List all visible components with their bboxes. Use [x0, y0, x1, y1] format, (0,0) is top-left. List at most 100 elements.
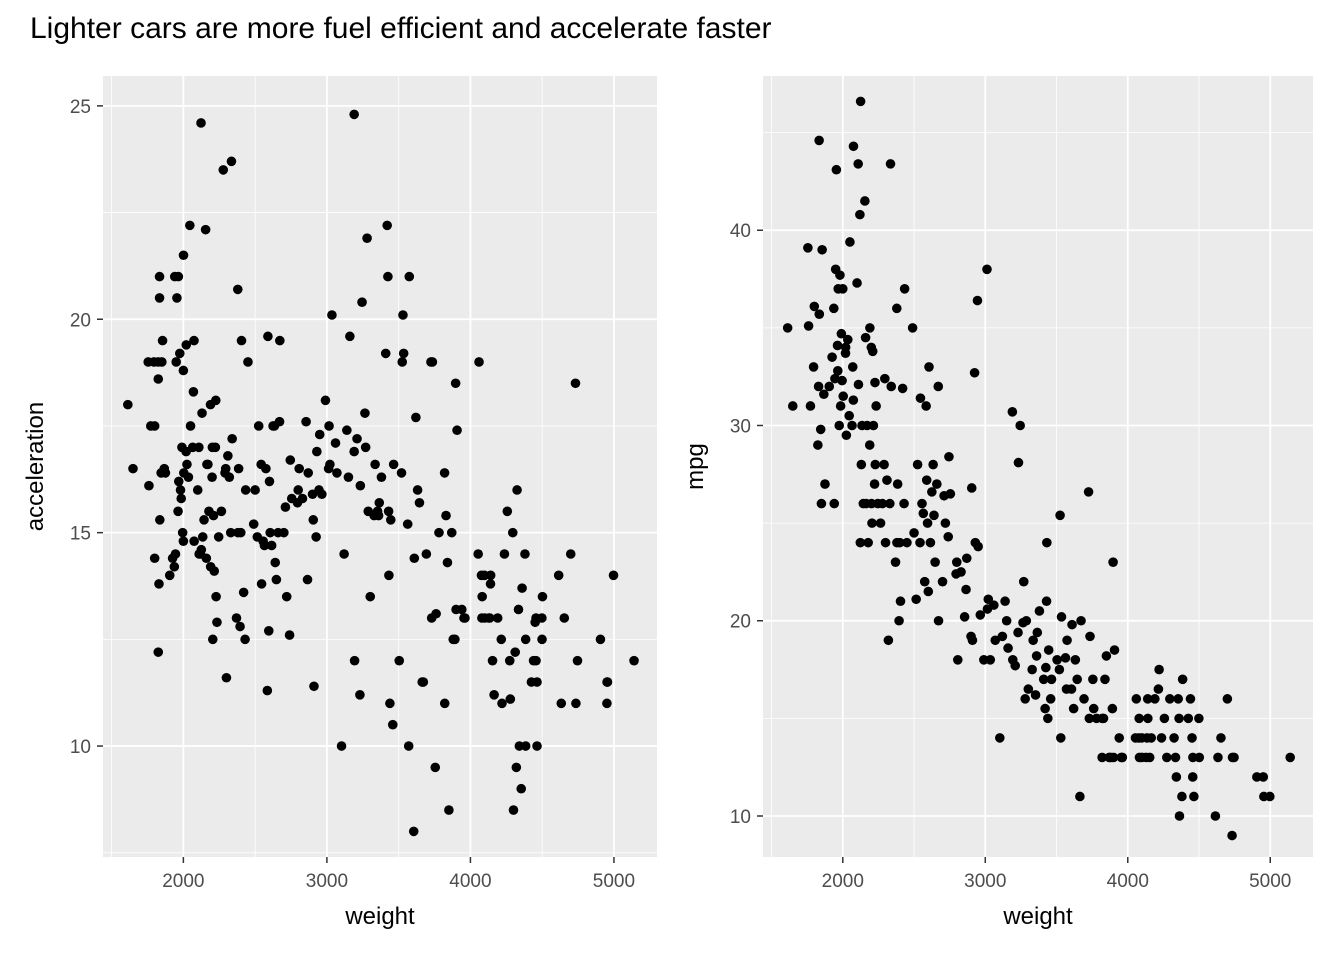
data-point: [602, 677, 613, 687]
data-point: [200, 224, 211, 235]
data-point: [342, 425, 352, 436]
data-point: [397, 357, 408, 367]
data-point: [1131, 694, 1142, 704]
data-point: [1079, 694, 1089, 704]
data-point: [943, 531, 954, 542]
data-point: [487, 655, 498, 666]
data-point: [921, 401, 931, 411]
data-point: [870, 459, 881, 470]
data-point: [182, 459, 192, 470]
data-point: [173, 506, 183, 517]
data-point: [1013, 457, 1024, 468]
data-point: [982, 264, 992, 275]
data-point: [1143, 713, 1153, 724]
data-point: [877, 498, 888, 509]
y-tick-label: 30: [730, 416, 751, 437]
data-point: [1173, 694, 1184, 704]
data-point: [439, 468, 450, 478]
data-point: [271, 574, 282, 585]
data-point: [1177, 674, 1188, 685]
data-point: [928, 459, 938, 470]
data-point: [1109, 645, 1120, 655]
data-point: [880, 537, 891, 548]
data-point: [477, 591, 487, 602]
data-point: [185, 220, 195, 231]
data-point: [1070, 654, 1081, 665]
data-point: [517, 583, 527, 593]
data-point: [263, 331, 273, 342]
data-point: [1156, 733, 1167, 743]
data-point: [1187, 733, 1197, 743]
data-point: [1097, 752, 1107, 763]
data-point: [972, 295, 983, 306]
data-point: [332, 468, 342, 478]
data-point: [383, 271, 393, 282]
data-point: [1066, 684, 1077, 694]
data-point: [814, 309, 825, 320]
data-point: [595, 634, 606, 645]
data-point: [869, 479, 880, 489]
data-point: [388, 459, 399, 470]
data-point: [1018, 576, 1029, 587]
data-point: [1055, 510, 1065, 521]
data-point: [196, 118, 206, 128]
data-point: [153, 647, 164, 657]
data-point: [1170, 752, 1181, 763]
data-point: [155, 515, 165, 525]
data-point: [1007, 407, 1018, 417]
data-point: [1285, 752, 1296, 763]
data-point: [380, 348, 391, 359]
data-point: [263, 626, 274, 636]
data-point: [197, 408, 207, 418]
data-point: [553, 570, 564, 581]
x-tick-label: 5000: [1249, 871, 1291, 892]
data-point: [833, 366, 843, 376]
data-point: [899, 284, 910, 294]
data-point: [1068, 703, 1079, 714]
data-point: [431, 608, 441, 619]
data-point: [890, 557, 901, 567]
data-point: [414, 497, 425, 508]
data-point: [164, 570, 175, 581]
data-point: [308, 515, 319, 525]
data-point: [608, 570, 619, 581]
data-point: [803, 243, 813, 253]
x-axis-title: weight: [1002, 903, 1073, 930]
data-point: [1213, 752, 1223, 763]
data-point: [520, 741, 531, 751]
data-point: [280, 502, 291, 512]
data-point: [154, 293, 165, 303]
data-point: [847, 420, 857, 431]
data-point: [1041, 662, 1051, 673]
data-point: [216, 506, 227, 517]
data-point: [504, 655, 515, 666]
data-point: [210, 442, 221, 453]
data-point: [863, 537, 873, 548]
data-point: [940, 518, 951, 528]
data-point: [173, 271, 184, 282]
data-point: [1174, 811, 1185, 821]
data-point: [531, 655, 541, 666]
data-point: [194, 442, 204, 453]
data-point: [225, 527, 236, 538]
data-point: [952, 654, 963, 665]
data-point: [259, 540, 270, 551]
data-point: [944, 451, 954, 462]
data-point: [360, 442, 371, 453]
data-point: [516, 783, 527, 794]
data-point: [207, 472, 217, 482]
data-point: [838, 391, 849, 402]
data-point: [508, 805, 519, 815]
data-point: [240, 485, 251, 495]
x-tick-label: 2000: [162, 871, 204, 892]
data-point: [937, 576, 948, 587]
data-point: [505, 694, 516, 704]
data-point: [917, 498, 927, 509]
y-axis-title: acceleration: [22, 402, 49, 531]
data-point: [281, 591, 292, 602]
y-axis-title: mpg: [682, 443, 709, 490]
data-point: [450, 378, 461, 389]
data-point: [197, 532, 208, 542]
data-point: [924, 362, 934, 372]
data-point: [1083, 487, 1094, 497]
